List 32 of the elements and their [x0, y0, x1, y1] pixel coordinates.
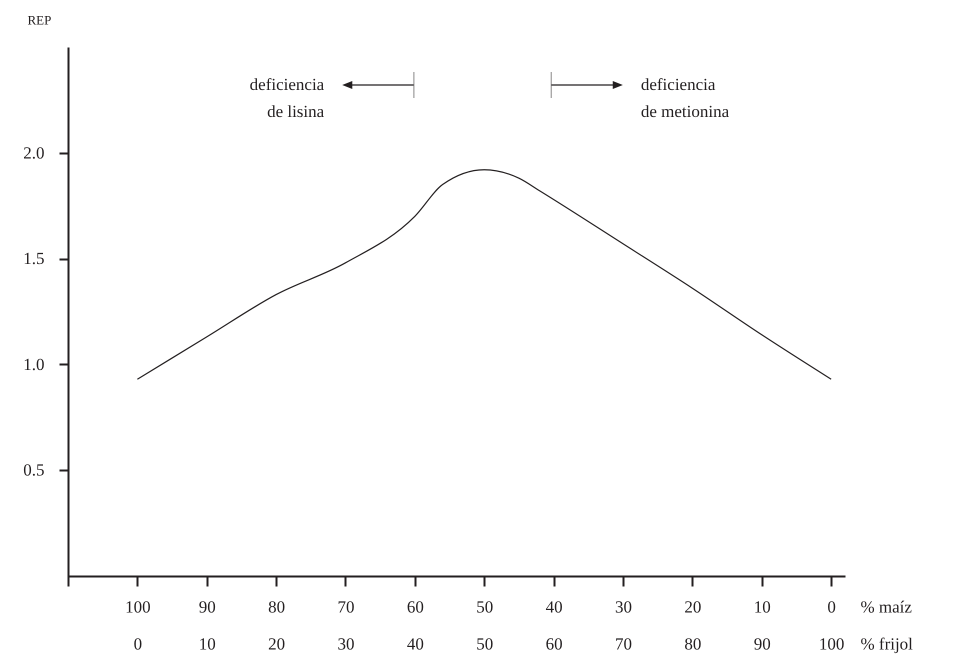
y-axis-title: REP [28, 12, 52, 28]
annotation: deficiencia de metionina [640, 75, 730, 121]
x-tick-label: 50 [476, 634, 494, 654]
x-tick-label: 60 [546, 634, 563, 654]
x-tick-label: 30 [338, 634, 354, 654]
x2-tick-label: 20 [684, 598, 702, 616]
y-tick-label: 1.0 [23, 354, 44, 374]
x-tick-label: 90 [754, 634, 771, 654]
x2-tick-label: 60 [406, 598, 424, 616]
x-tick-label: 70 [615, 634, 632, 654]
y-tick-label: 1.5 [23, 249, 44, 268]
x2-tick-label: 40 [546, 598, 563, 616]
x-tick-label: 20 [268, 634, 286, 654]
x2-axis-title: % maíz [860, 598, 912, 616]
x2-tick-label: 0 [827, 598, 836, 616]
x2-tick-label: 90 [198, 598, 216, 616]
x2-tick-label: 50 [476, 598, 494, 616]
line-series [136, 169, 832, 380]
x2-tick-label: 70 [338, 598, 354, 616]
x-tick-label: 40 [406, 634, 424, 654]
x-tick-label: 0 [134, 634, 142, 654]
x2-tick-label: 30 [615, 598, 632, 616]
x2-tick-label: 100 [125, 598, 151, 616]
x-tick-label: 80 [684, 634, 702, 654]
x-tick-label: 10 [198, 634, 216, 654]
y-tick-label: 0.5 [23, 460, 44, 480]
annotation: deficiencia de lisina [250, 75, 325, 121]
x2-tick-label: 80 [268, 598, 286, 616]
y-tick-label: 2.0 [23, 143, 44, 162]
x-tick-label: 100 [818, 634, 844, 654]
x2-tick-label: 10 [754, 598, 771, 616]
x-axis-title: % frijol [860, 634, 914, 654]
